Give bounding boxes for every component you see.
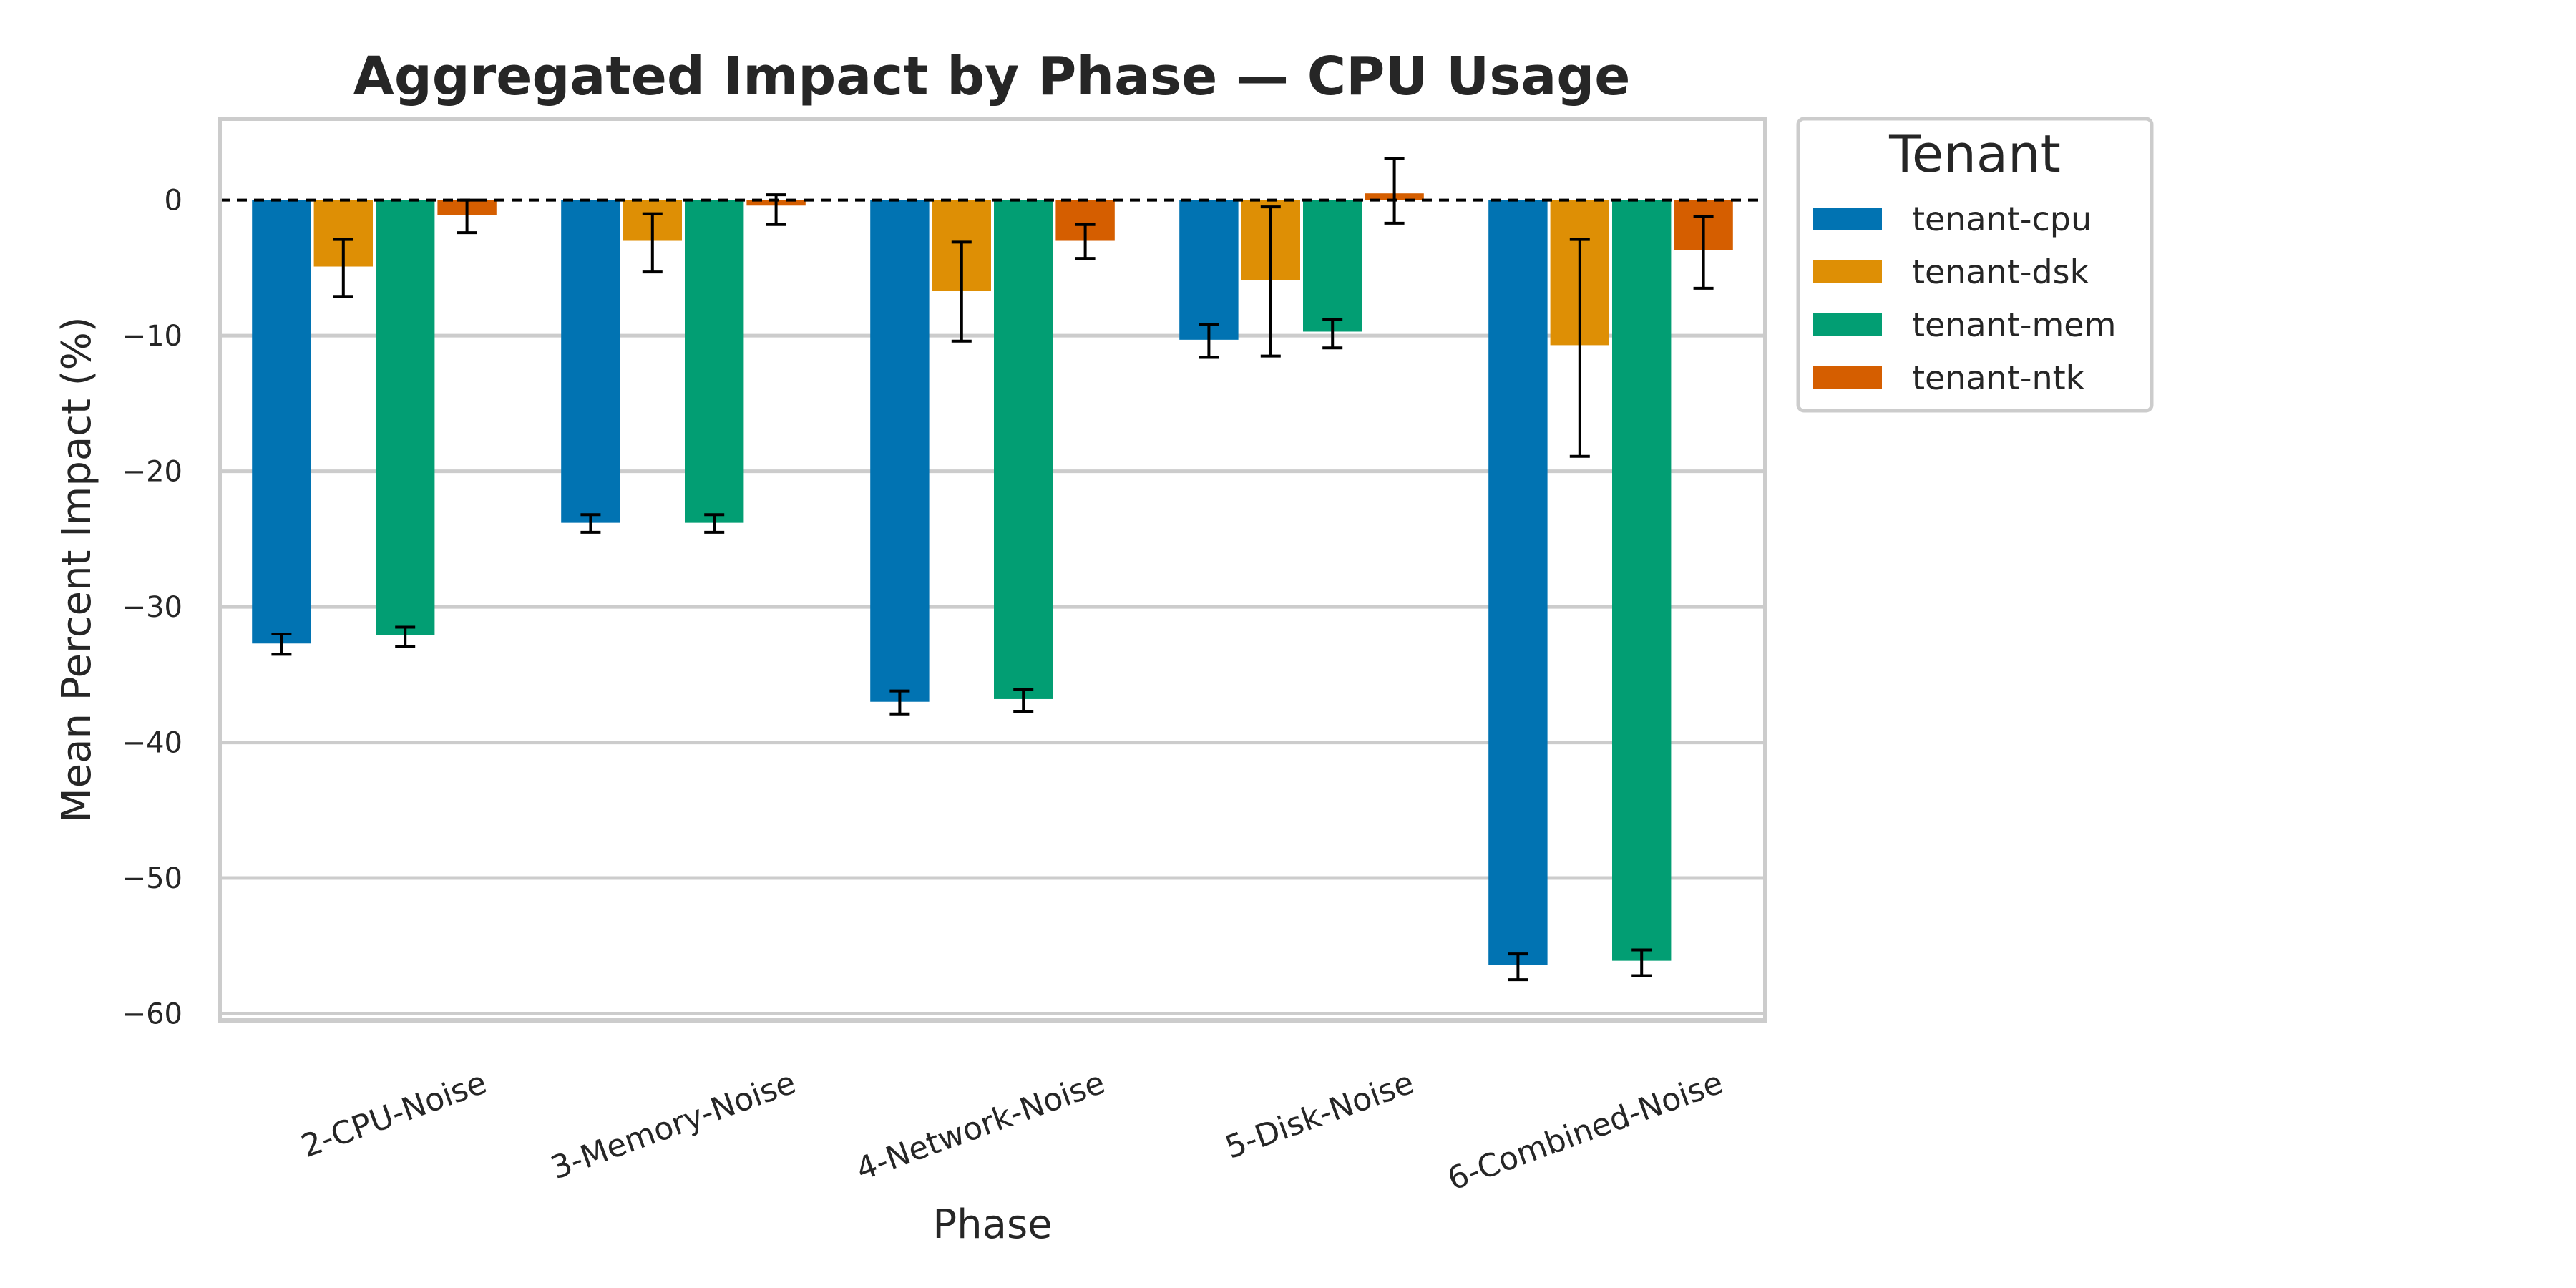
legend-swatch xyxy=(1813,366,1882,389)
legend-items: tenant-cpu tenant-dsk tenant-mem tenant-ntk xyxy=(1813,200,2116,397)
bar xyxy=(252,200,311,644)
legend-swatch xyxy=(1813,313,1882,336)
legend-swatch xyxy=(1813,260,1882,283)
legend-label: tenant-mem xyxy=(1912,306,2116,344)
plot-frame xyxy=(218,117,1767,1023)
bar xyxy=(1179,200,1239,340)
legend-swatch xyxy=(1813,208,1882,230)
y-tick-label: −50 xyxy=(122,862,182,895)
bar xyxy=(1303,200,1362,332)
y-tick-label: −40 xyxy=(122,727,182,760)
legend-label: tenant-dsk xyxy=(1912,253,2089,291)
legend-title: Tenant xyxy=(1888,124,2061,184)
y-axis-label: Mean Percent Impact (%) xyxy=(54,316,100,822)
y-tick-label: 0 xyxy=(165,185,182,218)
bar xyxy=(561,200,620,523)
bar xyxy=(1612,200,1672,961)
bar xyxy=(376,200,435,635)
y-tick-label: −30 xyxy=(122,591,182,624)
bar xyxy=(1488,200,1548,965)
error-bars xyxy=(271,156,1714,982)
y-axis-ticks: 0 −10 −20 −30 −40 −50 −60 xyxy=(122,185,182,1031)
x-axis-label: Phase xyxy=(932,1201,1052,1248)
bar xyxy=(685,200,744,523)
chart-title: Aggregated Impact by Phase — CPU Usage xyxy=(353,46,1631,107)
legend: Tenant tenant-cputenant-dsktenant-memten… xyxy=(1796,117,2154,413)
y-tick-label: −20 xyxy=(122,456,182,489)
y-tick-label: −10 xyxy=(122,320,182,353)
legend-label: tenant-cpu xyxy=(1912,200,2092,238)
bar xyxy=(870,200,930,702)
legend-frame xyxy=(1796,117,2154,413)
legend-label: tenant-ntk xyxy=(1912,358,2085,397)
y-tick-label: −60 xyxy=(122,998,182,1031)
bar xyxy=(994,200,1053,699)
